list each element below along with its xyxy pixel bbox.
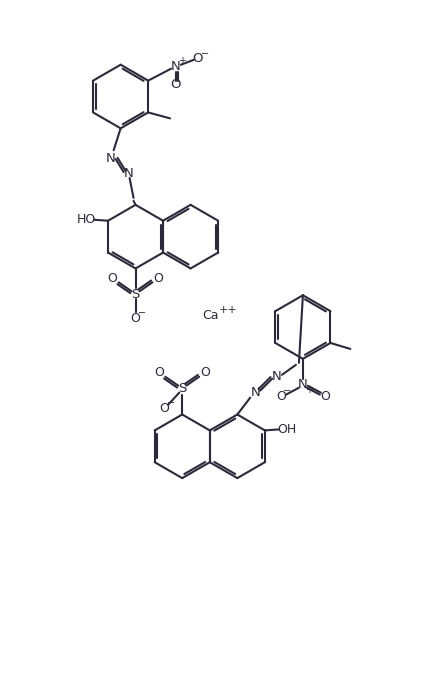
Text: −: − — [283, 385, 291, 396]
Text: N: N — [106, 152, 115, 165]
Text: −: − — [138, 308, 147, 318]
Text: HO: HO — [76, 213, 96, 226]
Text: +: + — [305, 385, 313, 395]
Text: O: O — [154, 367, 164, 379]
Text: N: N — [272, 371, 282, 383]
Text: −: − — [167, 398, 175, 408]
Text: N: N — [250, 386, 260, 399]
Text: O: O — [130, 312, 141, 325]
Text: S: S — [131, 288, 140, 301]
Text: O: O — [108, 272, 118, 285]
Text: O: O — [193, 52, 203, 65]
Text: N: N — [298, 378, 308, 392]
Text: O: O — [200, 367, 210, 379]
Text: Ca: Ca — [202, 308, 218, 322]
Text: +: + — [178, 56, 186, 65]
Text: O: O — [153, 272, 164, 285]
Text: −: − — [201, 49, 209, 59]
Text: N: N — [171, 60, 181, 73]
Text: O: O — [160, 402, 169, 415]
Text: O: O — [171, 78, 181, 91]
Text: OH: OH — [277, 423, 296, 436]
Text: S: S — [178, 382, 187, 395]
Text: O: O — [276, 390, 286, 403]
Text: N: N — [124, 167, 133, 180]
Text: ++: ++ — [219, 305, 237, 315]
Text: O: O — [320, 390, 330, 403]
